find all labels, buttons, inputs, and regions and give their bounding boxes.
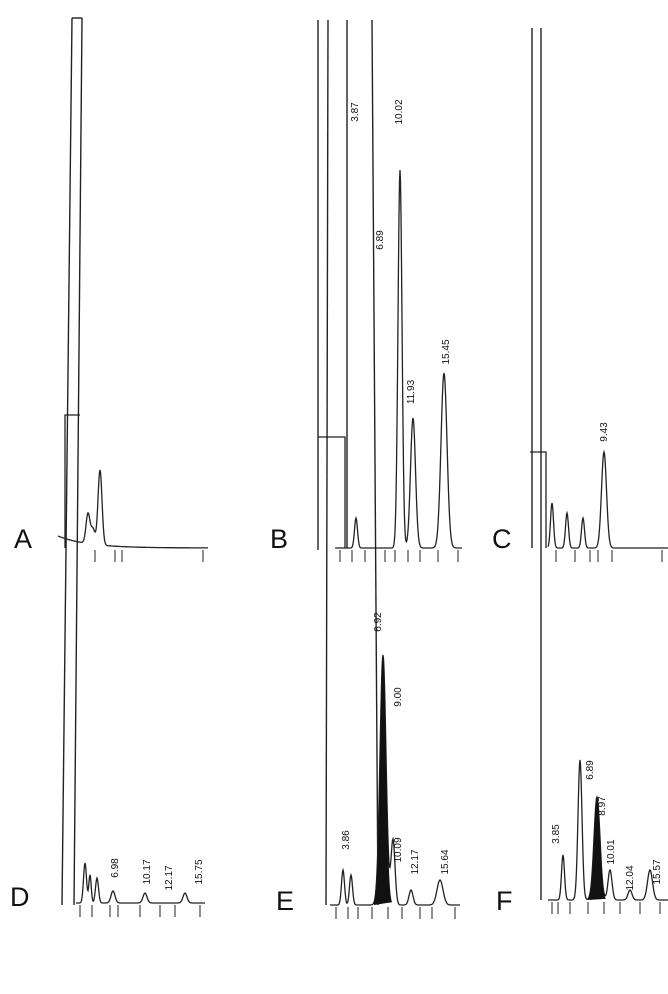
panel-letter: D: [10, 882, 30, 912]
trace: [547, 449, 668, 549]
trace: [548, 759, 668, 901]
trace: [335, 169, 462, 549]
trace: [57, 469, 208, 549]
peak-label: 6.89: [585, 760, 596, 780]
peak-label: 11.93: [406, 379, 417, 404]
peak-label: 10.01: [606, 839, 617, 864]
peak-label: 15.57: [652, 859, 663, 884]
peak-label: 3.85: [551, 824, 562, 844]
panel-letter: B: [270, 524, 288, 554]
peak-label: 10.09: [393, 837, 404, 862]
filled-peak: [588, 797, 606, 900]
peak-label: 3.87: [350, 102, 361, 122]
peak-label: 10.17: [142, 859, 153, 884]
peak-label: 9.00: [393, 687, 404, 707]
trace: [330, 654, 460, 906]
solvent-peaks: [61, 17, 547, 906]
peak-label: 12.17: [164, 865, 175, 890]
peak-label: 6.89: [375, 230, 386, 250]
peak-label: 8.97: [597, 796, 608, 816]
peak-label: 12.17: [410, 849, 421, 874]
peak-label: 10.02: [394, 99, 405, 124]
panel-letter: C: [492, 524, 512, 554]
peak-label: 3.86: [341, 830, 352, 850]
peak-label: 15.75: [194, 859, 205, 884]
filled-peak: [374, 655, 392, 905]
trace: [76, 862, 205, 904]
peak-label: 6.92: [373, 612, 384, 632]
panel-letter: A: [14, 524, 32, 554]
peak-label: 15.45: [441, 339, 452, 364]
peak-label: 15.64: [440, 849, 451, 874]
panel-letter: F: [496, 886, 513, 916]
panel-letter: E: [276, 886, 294, 916]
peak-label: 6.98: [110, 858, 121, 878]
peak-label: 12.04: [625, 865, 636, 890]
peak-label: 9.43: [599, 422, 610, 442]
